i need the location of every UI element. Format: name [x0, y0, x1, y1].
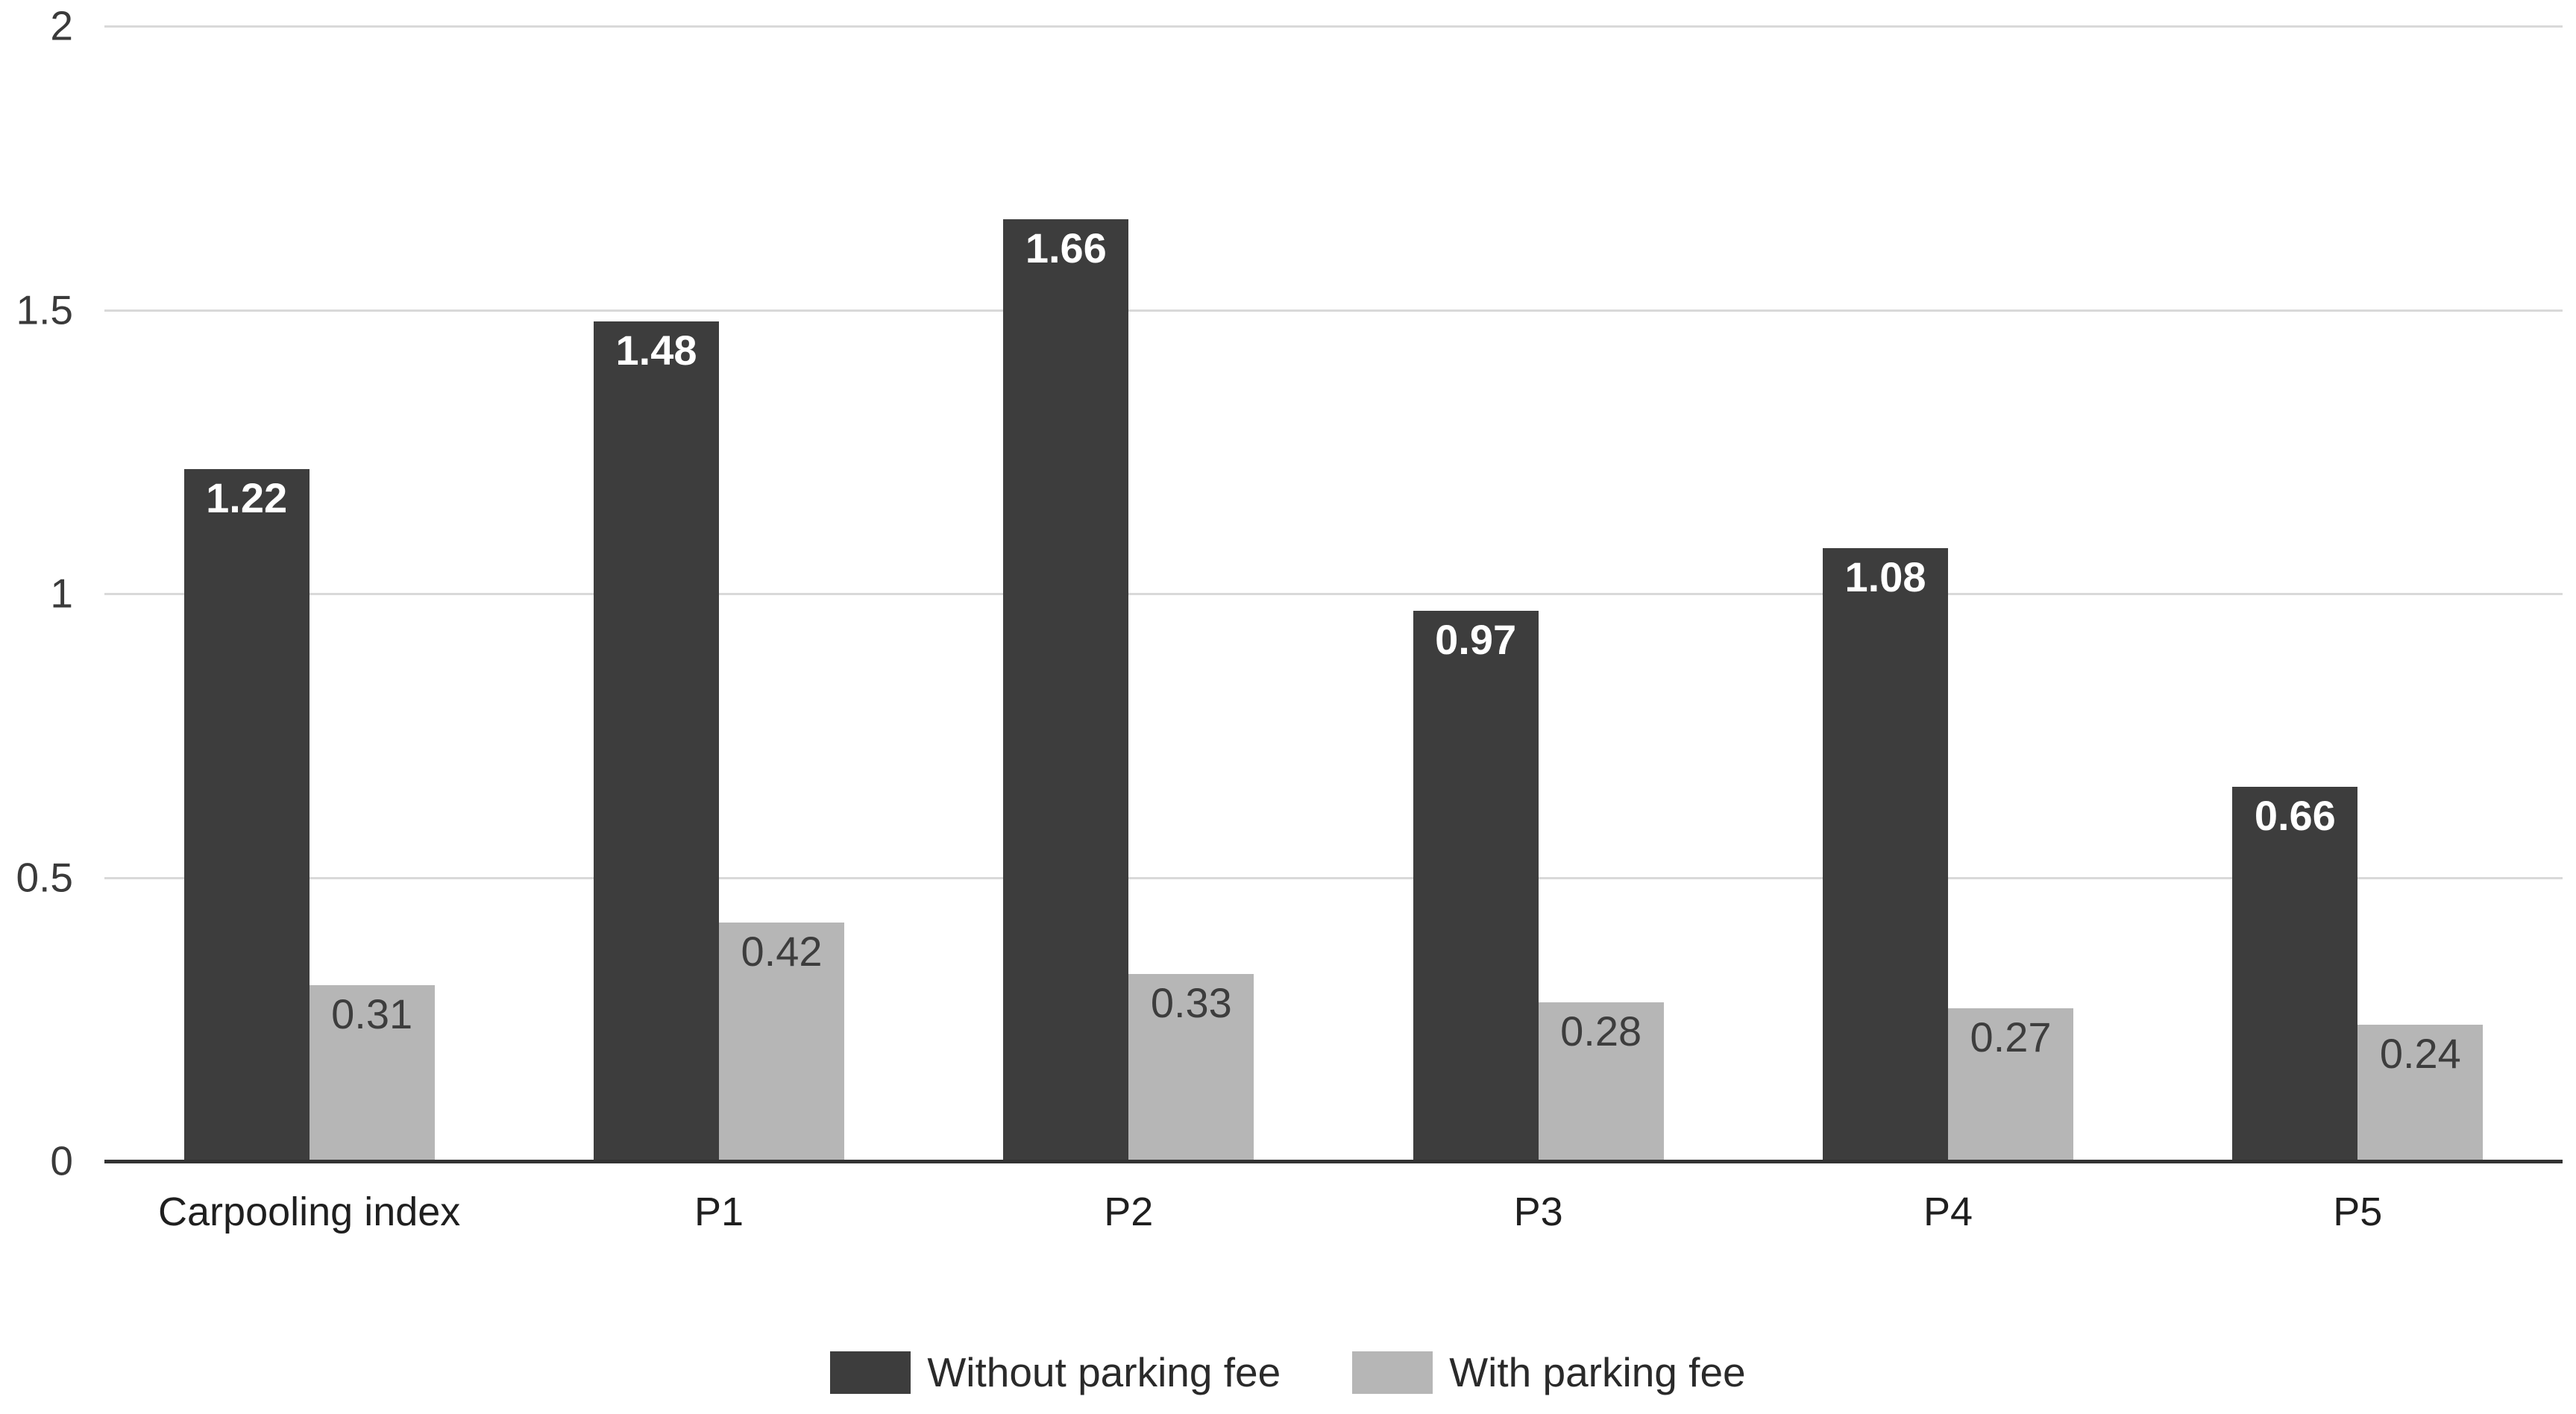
x-axis-line: [104, 1160, 2563, 1163]
bar-value-label: 0.33: [1150, 978, 1232, 1026]
y-axis-tick-label: 2: [50, 2, 73, 49]
legend-label: Without parking fee: [927, 1349, 1281, 1395]
category-label: P4: [1923, 1190, 1973, 1234]
bar-without-parking-fee[interactable]: 1.48: [594, 321, 719, 1161]
y-axis-tick-label: 1.5: [16, 286, 73, 333]
bar-value-label: 1.22: [206, 474, 288, 521]
bar-value-label: 0.27: [1970, 1013, 2052, 1060]
bar-value-label: 1.48: [615, 326, 697, 374]
bar-with-parking-fee[interactable]: 0.42: [719, 923, 844, 1161]
gridline: [104, 309, 2563, 312]
legend-item-without-parking-fee[interactable]: Without parking fee: [830, 1351, 1281, 1394]
bar-value-label: 0.42: [741, 928, 823, 975]
legend-label: With parking fee: [1449, 1349, 1746, 1395]
gridline: [104, 25, 2563, 28]
bar-value-label: 1.66: [1025, 224, 1107, 271]
bar-with-parking-fee[interactable]: 0.27: [1948, 1008, 2073, 1161]
y-axis-tick-label: 0.5: [16, 854, 73, 900]
legend-swatch: [1352, 1351, 1433, 1394]
bar-value-label: 0.24: [2379, 1030, 2461, 1078]
category-label: P1: [694, 1190, 744, 1234]
bar-with-parking-fee[interactable]: 0.28: [1538, 1002, 1664, 1161]
gridline: [104, 876, 2563, 879]
category-label: P3: [1513, 1190, 1563, 1234]
y-axis-tick-label: 0: [50, 1137, 73, 1184]
legend-swatch: [830, 1351, 911, 1394]
bar-without-parking-fee[interactable]: 1.22: [183, 468, 310, 1161]
bar-without-parking-fee[interactable]: 1.66: [1003, 219, 1129, 1161]
category-label: P5: [2333, 1190, 2383, 1234]
bar-value-label: 0.66: [2254, 791, 2336, 839]
gridline: [104, 593, 2563, 595]
bar-value-label: 0.97: [1435, 615, 1517, 663]
category-label: P2: [1104, 1190, 1154, 1234]
bar-without-parking-fee[interactable]: 0.66: [2232, 786, 2358, 1161]
bar-with-parking-fee[interactable]: 0.31: [309, 985, 435, 1161]
bar-without-parking-fee[interactable]: 1.08: [1823, 548, 1948, 1161]
legend: Without parking fee With parking fee: [0, 1351, 2576, 1394]
bar-with-parking-fee[interactable]: 0.24: [2357, 1025, 2484, 1161]
bar-value-label: 0.28: [1560, 1007, 1642, 1055]
bar-without-parking-fee[interactable]: 0.97: [1413, 610, 1539, 1161]
bar-with-parking-fee[interactable]: 0.33: [1128, 973, 1254, 1161]
bar-value-label: 0.31: [331, 990, 413, 1038]
y-axis-tick-label: 1: [50, 570, 73, 617]
bar-value-label: 1.08: [1844, 553, 1926, 601]
category-label: Carpooling index: [158, 1190, 461, 1234]
legend-item-with-parking-fee[interactable]: With parking fee: [1352, 1349, 1746, 1395]
